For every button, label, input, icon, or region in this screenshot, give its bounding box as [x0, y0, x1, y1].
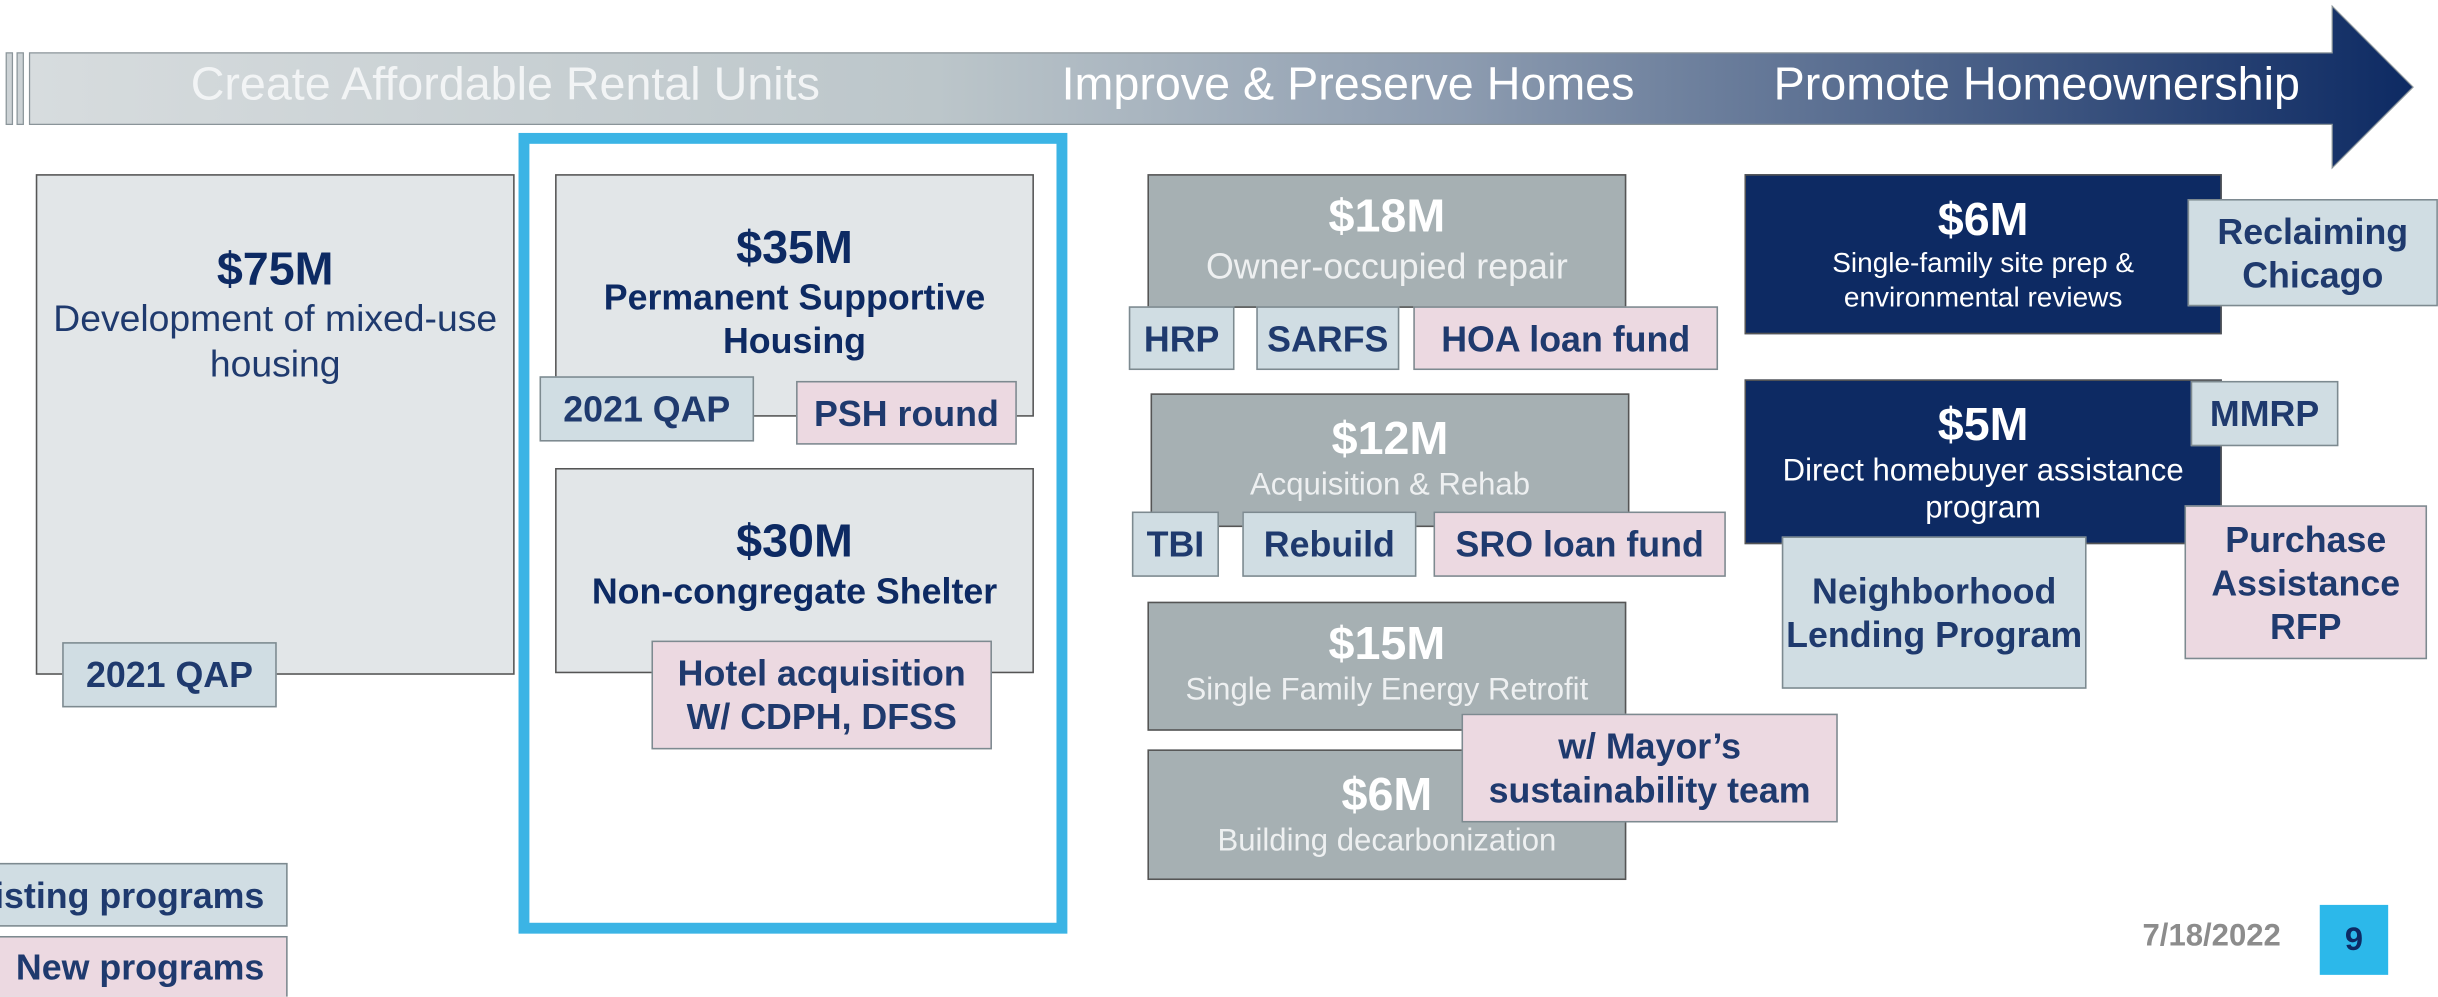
program-tag: Reclaiming Chicago — [2187, 199, 2438, 307]
amount: $75M — [216, 244, 334, 296]
program-tag: MMRP — [2190, 380, 2339, 447]
arrow-tick — [16, 52, 24, 126]
description: Non-congregate Shelter — [591, 570, 998, 612]
program-box: $12M Acquisition & Rehab — [1150, 393, 1630, 528]
amount: $12M — [1331, 413, 1449, 465]
program-tag: HRP — [1128, 306, 1235, 371]
arrow-tick — [5, 52, 14, 126]
section-label: Promote Homeownership — [1773, 59, 2300, 111]
program-box: $5M Direct homebuyer assistance program — [1744, 379, 2222, 545]
program-tag: Hotel acquisition W/ CDPH, DFSS — [651, 640, 992, 750]
program-box: $35M Permanent Supportive Housing — [555, 174, 1034, 417]
amount: $6M — [1937, 194, 2029, 246]
program-box: $18M Owner-occupied repair — [1147, 174, 1627, 308]
program-box: $15M Single Family Energy Retrofit — [1147, 601, 1627, 731]
description: Building decarbonization — [1217, 824, 1557, 859]
highlight-frame — [518, 132, 1068, 934]
description: Permanent Supportive Housing — [603, 276, 986, 361]
description: Acquisition & Rehab — [1249, 467, 1530, 503]
program-tag: w/ Mayor’s sustainability team — [1461, 713, 1838, 823]
section-label: Improve & Preserve Homes — [1061, 59, 1635, 111]
description: Owner-occupied repair — [1205, 245, 1568, 287]
program-tag: Neighborhood Lending Program — [1781, 536, 2087, 689]
program-box: $75M Development of mixed-use housing — [35, 174, 515, 675]
program-tag: HOA loan fund — [1413, 306, 1719, 371]
program-tag: 2021 QAP — [62, 642, 277, 708]
program-tag: PSH round — [796, 380, 1017, 445]
program-tag: Rebuild — [1242, 511, 1417, 577]
program-tag: SARFS — [1256, 306, 1400, 371]
program-tag: SRO loan fund — [1433, 511, 1726, 577]
program-box: $6M Single-family site prep & environment… — [1744, 174, 2222, 335]
description: Direct homebuyer assistance program — [1782, 454, 2184, 527]
description: Single Family Energy Retrofit — [1185, 673, 1589, 708]
legend-entry: New programs — [0, 935, 288, 997]
page-number: 9 — [2319, 904, 2389, 975]
date: 7/18/2022 — [2142, 918, 2281, 954]
description: Single-family site prep & environmental … — [1832, 247, 2135, 313]
amount: $18M — [1328, 191, 1446, 243]
amount: $5M — [1937, 399, 2029, 451]
arrow — [28, 4, 2414, 170]
program-tag: TBI — [1131, 511, 1219, 577]
amount: $15M — [1328, 618, 1446, 671]
program-tag: 2021 QAP — [539, 376, 755, 442]
description: Development of mixed-use housing — [53, 298, 498, 387]
program-box: $30M Non-congregate Shelter — [555, 467, 1034, 674]
program-tag: Purchase Assistance RFP — [2184, 505, 2428, 660]
section-label: Create Affordable Rental Units — [190, 59, 820, 111]
amount: $35M — [736, 222, 853, 274]
amount: $6M — [1341, 769, 1433, 821]
legend-entry: Existing programs — [0, 862, 288, 927]
amount: $30M — [736, 516, 853, 568]
